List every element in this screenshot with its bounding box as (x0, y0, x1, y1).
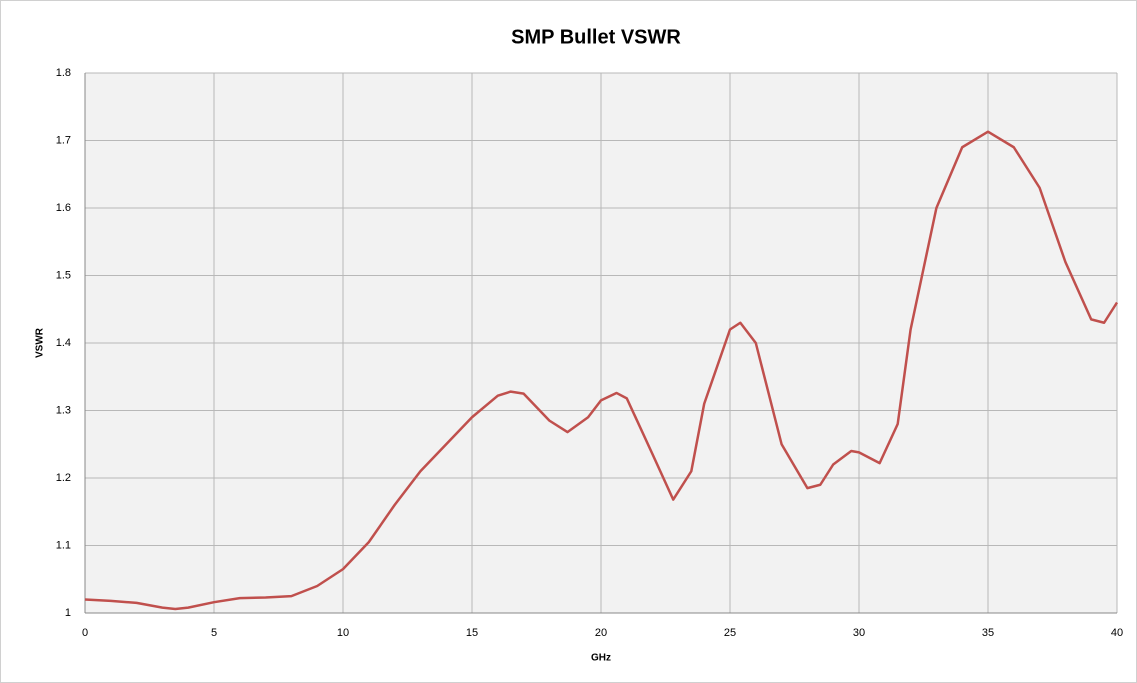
y-tick-label: 1.7 (56, 134, 71, 146)
y-tick-label: 1.8 (56, 67, 71, 79)
y-tick-label: 1.4 (56, 337, 71, 349)
y-tick-label: 1.3 (56, 404, 71, 416)
y-tick-label: 1 (65, 607, 71, 619)
x-tick-label: 40 (1111, 627, 1123, 639)
y-axis-title: VSWR (35, 327, 46, 358)
x-axis-title: GHz (591, 653, 611, 664)
y-tick-label: 1.2 (56, 472, 71, 484)
y-tick-label: 1.1 (56, 539, 71, 551)
x-tick-label: 0 (82, 627, 88, 639)
chart-title: SMP Bullet VSWR (511, 26, 681, 48)
x-tick-label: 30 (853, 627, 865, 639)
x-tick-label: 15 (466, 627, 478, 639)
data-line (84, 130, 1119, 611)
x-tick-label: 35 (982, 627, 994, 639)
x-tick-label: 20 (595, 627, 607, 639)
y-tick-label: 1.6 (56, 202, 71, 214)
x-tick-label: 10 (337, 627, 349, 639)
y-tick-label: 1.5 (56, 269, 71, 281)
x-tick-label: 5 (211, 627, 217, 639)
x-tick-label: 25 (724, 627, 736, 639)
